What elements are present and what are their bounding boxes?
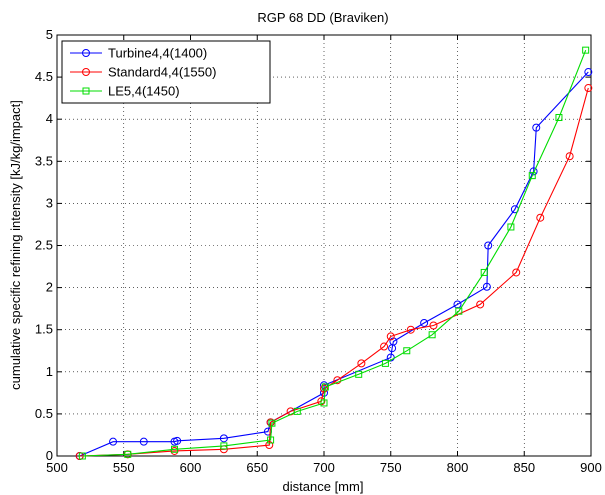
y-tick-label: 1.5 <box>35 322 53 337</box>
series-line <box>82 49 587 457</box>
data-point <box>380 342 389 351</box>
data-point <box>173 436 182 445</box>
y-tick-label: 3.5 <box>35 153 53 168</box>
data-point <box>386 353 395 362</box>
data-point <box>268 419 276 427</box>
data-point <box>512 268 521 277</box>
chart-title: RGP 68 DD (Braviken) <box>257 10 388 25</box>
y-tick-label: 0.5 <box>35 406 53 421</box>
x-tick-label: 900 <box>580 460 602 475</box>
legend-item: LE5,4(1450) <box>70 84 180 99</box>
data-point <box>507 223 515 231</box>
data-point <box>584 68 593 77</box>
legend-marker <box>82 68 90 76</box>
x-tick-label: 700 <box>313 460 335 475</box>
data-point <box>219 434 228 443</box>
data-point <box>420 318 429 327</box>
data-point <box>357 359 366 368</box>
y-tick-label: 1 <box>46 364 53 379</box>
x-tick-label: 650 <box>246 460 268 475</box>
data-point <box>320 384 328 393</box>
x-tick-label: 750 <box>380 460 402 475</box>
data-point <box>220 442 228 450</box>
data-point <box>320 399 328 407</box>
data-point <box>403 347 411 355</box>
y-tick-label: 4.5 <box>35 69 53 84</box>
data-point <box>293 407 301 415</box>
legend-marker <box>82 49 90 57</box>
legend: Turbine4,4(1400) Standard4,4(1550) LE5,4(1… <box>61 40 271 104</box>
series-1 <box>75 68 593 460</box>
legend-item: Turbine4,4(1400) <box>70 46 207 61</box>
data-point <box>528 172 536 180</box>
legend-label: Turbine4,4(1400) <box>108 46 207 61</box>
data-point <box>389 337 398 346</box>
data-point <box>428 331 436 339</box>
y-axis: 0 0.5 1 1.5 2 2.5 3 3.5 4 4.5 5 <box>35 27 591 463</box>
series-3 <box>78 46 590 460</box>
x-axis-title: distance [mm] <box>283 479 364 494</box>
series-line <box>79 87 589 457</box>
y-tick-label: 2 <box>46 280 53 295</box>
y-tick-label: 0 <box>46 448 53 463</box>
data-point <box>565 152 574 161</box>
x-tick-label: 500 <box>46 460 68 475</box>
x-tick-label: 600 <box>180 460 202 475</box>
legend-marker <box>82 87 90 95</box>
data-point <box>321 383 329 391</box>
legend-label: LE5,4(1450) <box>108 84 180 99</box>
data-point <box>267 436 275 444</box>
data-point <box>532 123 541 132</box>
y-axis-title: cumulative specific refining intensity [… <box>8 100 23 390</box>
data-point <box>406 325 415 334</box>
series-line <box>79 71 589 457</box>
data-point <box>386 332 395 341</box>
legend-label: Standard4,4(1550) <box>108 65 216 80</box>
y-tick-label: 4 <box>46 111 53 126</box>
data-point <box>333 376 342 385</box>
y-tick-label: 2.5 <box>35 238 53 253</box>
data-point <box>355 370 363 378</box>
data-point <box>455 307 463 315</box>
data-point <box>584 84 593 93</box>
data-point <box>482 282 491 291</box>
data-point <box>480 268 488 276</box>
data-point <box>429 321 438 330</box>
data-point <box>582 46 590 54</box>
data-point <box>484 241 493 250</box>
data-point <box>109 437 118 446</box>
legend-item: Standard4,4(1550) <box>70 65 216 80</box>
data-point <box>536 213 545 222</box>
y-tick-label: 5 <box>46 27 53 42</box>
data-point <box>265 441 274 450</box>
series-layer <box>75 46 593 460</box>
data-point <box>139 437 148 446</box>
x-tick-label: 550 <box>113 460 135 475</box>
series-2 <box>75 84 593 460</box>
data-point <box>381 359 389 367</box>
x-tick-label: 850 <box>513 460 535 475</box>
data-point <box>124 450 132 458</box>
data-point <box>170 445 178 453</box>
data-point <box>555 114 563 122</box>
x-axis: 500 550 600 650 700 750 800 850 900 <box>46 35 602 475</box>
y-tick-label: 3 <box>46 195 53 210</box>
data-point <box>529 167 538 176</box>
x-tick-label: 800 <box>447 460 469 475</box>
data-point <box>78 452 86 460</box>
data-point <box>476 300 485 309</box>
